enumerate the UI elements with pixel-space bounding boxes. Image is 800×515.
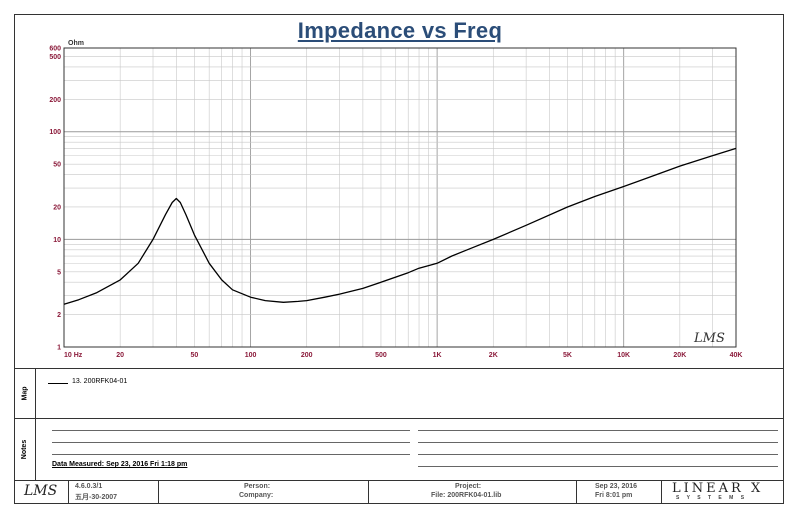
footer-date-cell: Sep 23, 2016 Fri 8:01 pm — [577, 480, 662, 504]
x-tick-label: 50 — [191, 352, 199, 359]
y-unit-label: Ohm — [68, 40, 84, 47]
footer-logo-cell: LMS — [14, 480, 69, 504]
file-label: File: 200RFK04-01.lib — [431, 492, 502, 499]
y-tick-label: 200 — [49, 97, 61, 104]
y-tick-label: 600 — [49, 46, 61, 53]
y-tick-label: 20 — [53, 204, 61, 211]
note-line — [52, 430, 410, 431]
footer-project-cell: Project: File: 200RFK04-01.lib — [369, 480, 577, 504]
company-label: Company: — [239, 492, 274, 499]
footer — [14, 480, 784, 504]
x-tick-label: 100 — [245, 352, 257, 359]
series-group — [63, 147, 737, 305]
x-tick-label: 2K — [489, 352, 498, 359]
note-line — [52, 454, 410, 455]
footer-time: Fri 8:01 pm — [595, 492, 633, 499]
x-tick-label: 40K — [730, 352, 743, 359]
y-tick-label: 1 — [57, 345, 61, 352]
y-tick-label: 2 — [57, 312, 61, 319]
tick-labels: 10 Hz 20 50 100 200 500 1K 2K 5K 10K 20K 40K 1 2 5 10 20… — [49, 46, 742, 360]
version-text: 4.6.0.3/1 — [75, 483, 103, 490]
footer-brand-cell: LINEAR X S Y S T E M S — [662, 480, 784, 504]
x-tick-label: 10 Hz — [64, 352, 83, 359]
version-date: 五月-30-2007 — [75, 494, 118, 501]
linearx-subtitle: S Y S T E M S — [676, 495, 748, 501]
y-tick-label: 10 — [53, 237, 61, 244]
plot-border — [63, 47, 737, 348]
x-tick-label: 200 — [301, 352, 313, 359]
x-tick-label: 5K — [563, 352, 572, 359]
footer-date: Sep 23, 2016 — [595, 483, 638, 490]
note-line — [418, 466, 778, 467]
grid — [63, 47, 737, 348]
x-tick-label: 10K — [617, 352, 630, 359]
project-label: Project: — [455, 483, 482, 490]
x-tick-label: 20K — [673, 352, 686, 359]
note-line — [418, 442, 778, 443]
x-tick-label: 1K — [433, 352, 442, 359]
note-line — [52, 442, 410, 443]
notes-section-label: Notes — [14, 418, 36, 480]
legend-section — [14, 368, 784, 418]
x-tick-label: 20 — [116, 352, 124, 359]
note-line — [418, 430, 778, 431]
lms-logo: LMS — [24, 483, 58, 499]
x-tick-label: 500 — [375, 352, 387, 359]
legend-section-label: Map — [14, 368, 36, 418]
legend-line-swatch — [48, 383, 68, 384]
y-tick-label: 5 — [57, 269, 61, 276]
y-tick-label: 100 — [49, 129, 61, 136]
person-label: Person: — [244, 483, 271, 490]
y-tick-label: 50 — [53, 162, 61, 169]
y-tick-label: 500 — [49, 54, 61, 61]
data-measured-text: Data Measured: Sep 23, 2016 Fri 1:18 pm — [52, 461, 188, 468]
lms-watermark: LMS — [693, 331, 725, 346]
footer-person-cell: Person: Company: — [159, 480, 369, 504]
chart-title: Impedance vs Freq — [297, 18, 503, 43]
footer-version-cell: 4.6.0.3/1 五月-30-2007 — [69, 480, 159, 504]
outer-frame — [14, 14, 784, 504]
linearx-logo: LINEAR X — [672, 481, 764, 496]
note-line — [418, 454, 778, 455]
series-line-impedance — [63, 147, 737, 305]
legend-entry: 13. 200RFK04-01 — [72, 378, 128, 385]
notes-section — [14, 418, 784, 480]
